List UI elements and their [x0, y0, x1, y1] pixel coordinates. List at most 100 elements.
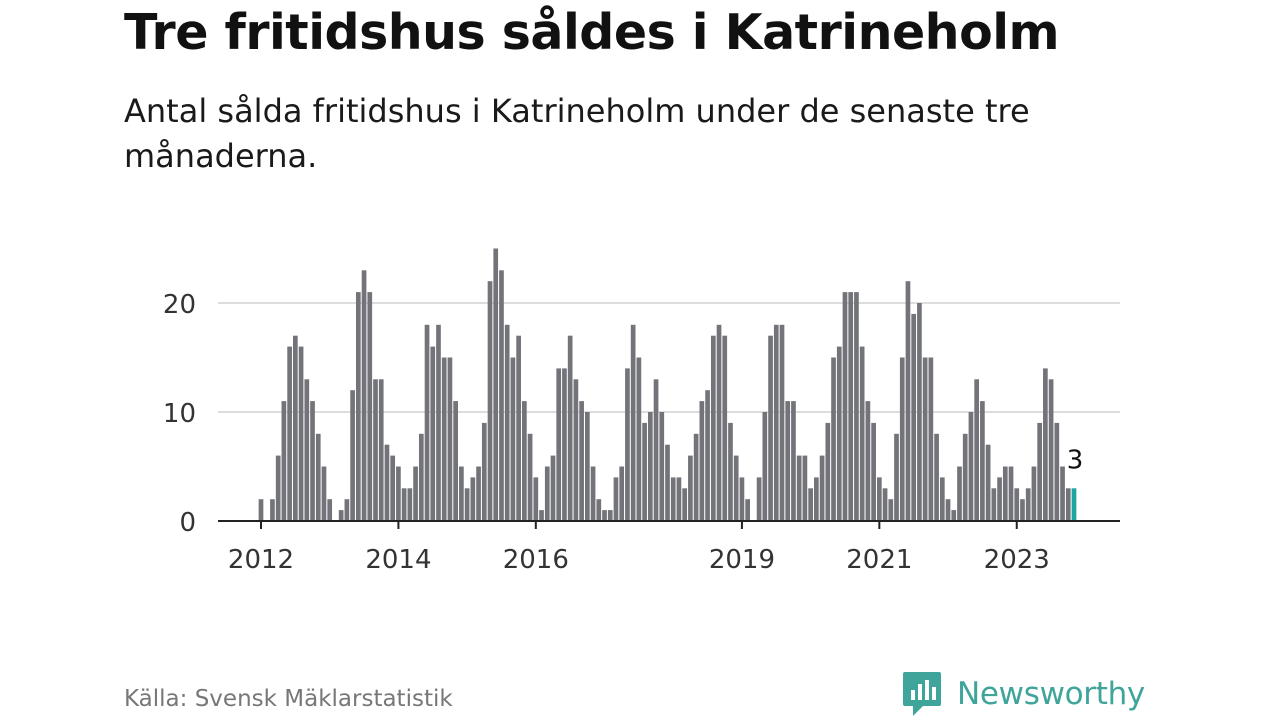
- bar: [401, 488, 407, 521]
- bar: [499, 270, 504, 521]
- brand-logo[interactable]: Newsworthy: [901, 670, 1145, 718]
- bar: [814, 477, 819, 521]
- source-note: Källa: Svensk Mäklarstatistik: [124, 686, 453, 712]
- bar: [527, 433, 533, 521]
- bar: [258, 499, 264, 521]
- bar: [373, 379, 378, 521]
- chart-title: Tre fritidshus såldes i Katrineholm: [124, 4, 1060, 61]
- bar: [854, 292, 859, 521]
- bar: [413, 466, 418, 521]
- bar: [665, 444, 670, 521]
- bar-chart: 0 10 20 3 2012 2014 2016 2019 2021 2023: [163, 248, 1120, 575]
- bar: [728, 422, 733, 521]
- bar: [270, 499, 275, 521]
- bar: [281, 401, 287, 521]
- bar: [922, 357, 928, 521]
- bar: [796, 455, 802, 521]
- newsworthy-logo-icon: [903, 672, 941, 716]
- bar: [533, 477, 539, 521]
- bar: [899, 357, 905, 521]
- bar: [327, 499, 333, 521]
- bar: [951, 510, 957, 521]
- bar: [504, 324, 510, 521]
- bar: [791, 401, 796, 521]
- bar: [1014, 488, 1020, 521]
- bar: [430, 346, 436, 521]
- bar: [493, 248, 499, 521]
- bar: [459, 466, 464, 521]
- x-tick-label: 2019: [709, 545, 775, 575]
- bar: [699, 401, 705, 521]
- bar: [917, 303, 922, 521]
- axes: 0 10 20 3 2012 2014 2016 2019 2021 2023: [163, 290, 1120, 575]
- brand-name: Newsworthy: [957, 676, 1145, 712]
- bar: [670, 477, 676, 521]
- x-tick-label: 2021: [846, 545, 912, 575]
- bar: [619, 466, 625, 521]
- chart-subtitle: Antal sålda fritidshus i Katrineholm und…: [124, 92, 1030, 175]
- bar: [418, 433, 424, 521]
- bar: [1054, 422, 1060, 521]
- bar: [808, 488, 813, 521]
- bar: [293, 335, 298, 521]
- bar: [607, 510, 613, 521]
- bar: [1048, 379, 1054, 521]
- bar: [865, 401, 871, 521]
- bar: [653, 379, 659, 521]
- bar: [361, 270, 367, 521]
- bar: [321, 466, 327, 521]
- bar: [1031, 466, 1037, 521]
- bar: [659, 412, 665, 521]
- bar: [745, 499, 750, 521]
- bar: [1008, 466, 1014, 521]
- bar: [602, 510, 607, 521]
- y-tick-label: 20: [163, 290, 196, 320]
- bar: [722, 335, 728, 521]
- bar: [567, 335, 573, 521]
- bar: [539, 510, 544, 521]
- x-tick-label: 2014: [365, 545, 431, 575]
- bar: [836, 346, 842, 521]
- bar: [785, 401, 791, 521]
- bar: [962, 433, 968, 521]
- y-tick-label: 0: [179, 508, 196, 538]
- bar: [642, 422, 647, 521]
- bar: [716, 324, 722, 521]
- bar: [287, 346, 292, 521]
- bar: [768, 335, 773, 521]
- bar: [487, 281, 493, 521]
- y-tick-label: 10: [163, 399, 196, 429]
- bar: [378, 379, 384, 521]
- bar: [510, 357, 516, 521]
- bar: [367, 292, 373, 521]
- bar: [894, 433, 899, 521]
- bar: [315, 433, 321, 521]
- bar: [304, 379, 310, 521]
- bars: [258, 248, 1077, 521]
- bar: [682, 488, 688, 521]
- x-tick-label: 2023: [984, 545, 1050, 575]
- bar: [585, 412, 590, 521]
- bar: [522, 401, 527, 521]
- bar: [733, 455, 739, 521]
- bar: [350, 390, 355, 521]
- bar: [424, 324, 430, 521]
- bar: [1065, 488, 1071, 521]
- bar: [842, 292, 848, 521]
- bar: [762, 412, 768, 521]
- bar: [848, 292, 854, 521]
- bar: [556, 368, 562, 521]
- bar: [625, 368, 630, 521]
- bar: [1060, 466, 1065, 521]
- bar: [298, 346, 304, 521]
- bar: [825, 422, 831, 521]
- bar: [980, 401, 985, 521]
- bar: [882, 488, 888, 521]
- bar: [447, 357, 453, 521]
- bar: [590, 466, 596, 521]
- bar: [407, 488, 413, 521]
- bar: [630, 324, 636, 521]
- bar: [562, 368, 567, 521]
- bar: [550, 455, 556, 521]
- bar: [997, 477, 1002, 521]
